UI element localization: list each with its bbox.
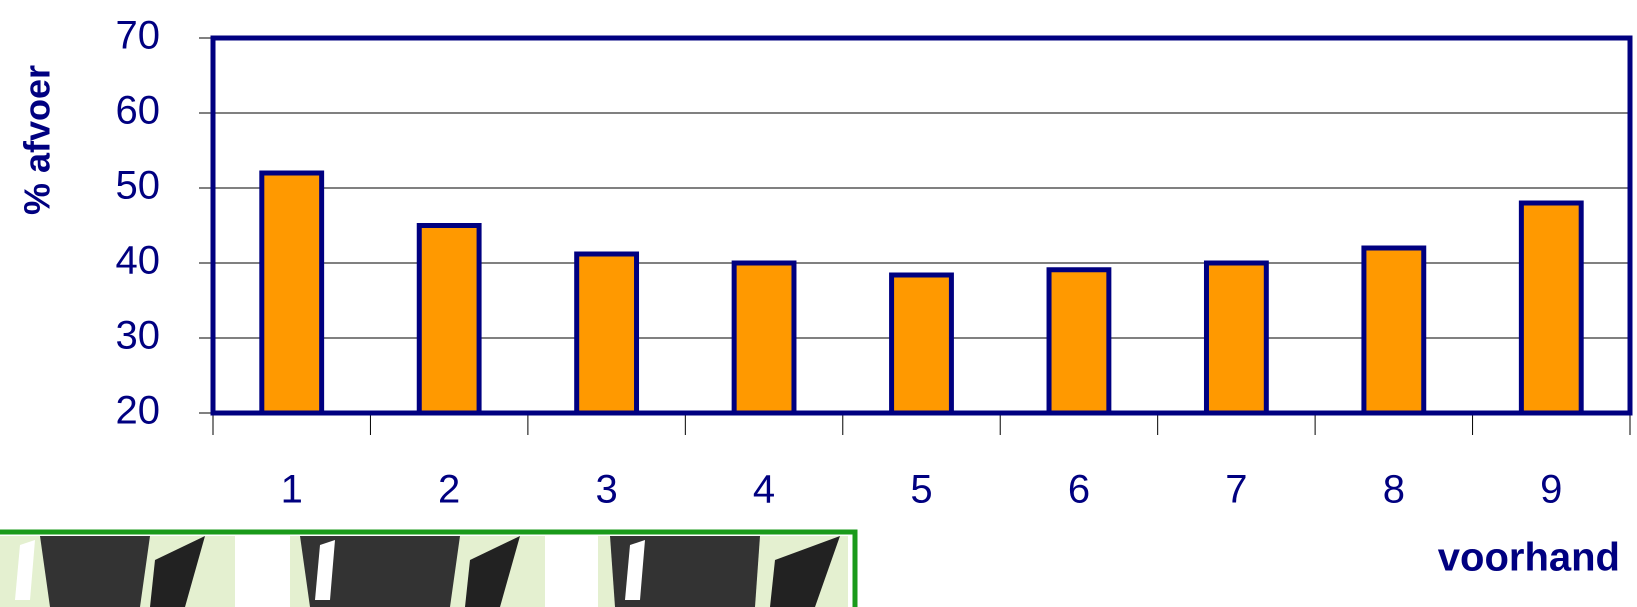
bar bbox=[1518, 200, 1584, 416]
x-tick-label: 4 bbox=[753, 468, 775, 512]
bar bbox=[259, 170, 325, 416]
x-tick-label: 3 bbox=[595, 468, 617, 512]
x-tick-label: 1 bbox=[281, 468, 303, 512]
x-tick-label: 2 bbox=[438, 468, 460, 512]
y-axis-label: % afvoer bbox=[17, 65, 58, 215]
x-tick-label: 5 bbox=[910, 468, 932, 512]
y-tick-label: 20 bbox=[116, 389, 161, 433]
bar bbox=[889, 272, 954, 416]
bar bbox=[731, 260, 797, 416]
x-tick-label: 8 bbox=[1383, 468, 1405, 512]
bar bbox=[1203, 260, 1269, 416]
y-tick-label: 40 bbox=[116, 239, 161, 283]
y-tick-label: 30 bbox=[116, 314, 161, 358]
bar bbox=[1361, 245, 1427, 416]
plot-frame bbox=[210, 35, 1633, 416]
x-tick-label: 6 bbox=[1068, 468, 1090, 512]
x-tick-label: 7 bbox=[1225, 468, 1247, 512]
bar bbox=[416, 223, 482, 416]
bar bbox=[574, 251, 640, 416]
bar bbox=[1046, 267, 1112, 416]
y-tick-label: 60 bbox=[116, 89, 161, 133]
y-tick-label: 70 bbox=[116, 14, 161, 58]
y-tick-label: 50 bbox=[116, 164, 161, 208]
photo-strip bbox=[0, 529, 858, 607]
x-tick-label: 9 bbox=[1540, 468, 1562, 512]
x-axis-label: voorhand bbox=[1438, 536, 1620, 580]
